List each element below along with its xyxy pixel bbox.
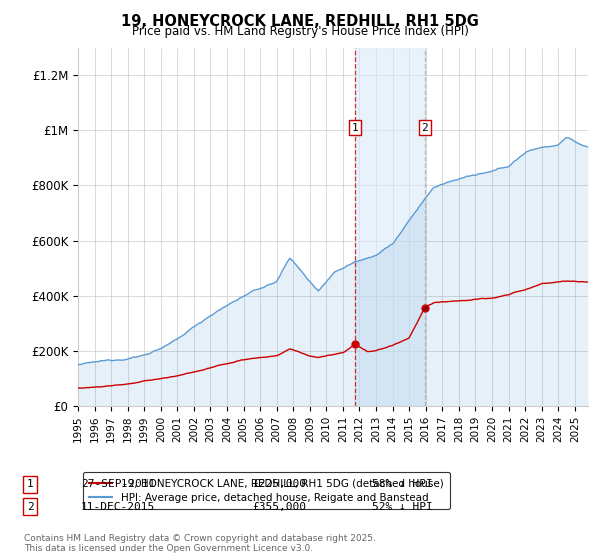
Text: 19, HONEYCROCK LANE, REDHILL, RH1 5DG: 19, HONEYCROCK LANE, REDHILL, RH1 5DG — [121, 14, 479, 29]
Text: 58% ↓ HPI: 58% ↓ HPI — [372, 479, 433, 489]
Text: Price paid vs. HM Land Registry's House Price Index (HPI): Price paid vs. HM Land Registry's House … — [131, 25, 469, 38]
Text: 11-DEC-2015: 11-DEC-2015 — [81, 502, 155, 512]
Text: 52% ↓ HPI: 52% ↓ HPI — [372, 502, 433, 512]
Text: 27-SEP-2011: 27-SEP-2011 — [81, 479, 155, 489]
Text: Contains HM Land Registry data © Crown copyright and database right 2025.
This d: Contains HM Land Registry data © Crown c… — [24, 534, 376, 553]
Legend: 19, HONEYCROCK LANE, REDHILL, RH1 5DG (detached house), HPI: Average price, deta: 19, HONEYCROCK LANE, REDHILL, RH1 5DG (d… — [83, 472, 450, 509]
Text: 2: 2 — [26, 502, 34, 512]
Text: £355,000: £355,000 — [252, 502, 306, 512]
Bar — [355, 48, 425, 406]
Text: £225,000: £225,000 — [252, 479, 306, 489]
Text: 1: 1 — [26, 479, 34, 489]
Text: 2: 2 — [422, 123, 428, 133]
Text: 1: 1 — [352, 123, 359, 133]
